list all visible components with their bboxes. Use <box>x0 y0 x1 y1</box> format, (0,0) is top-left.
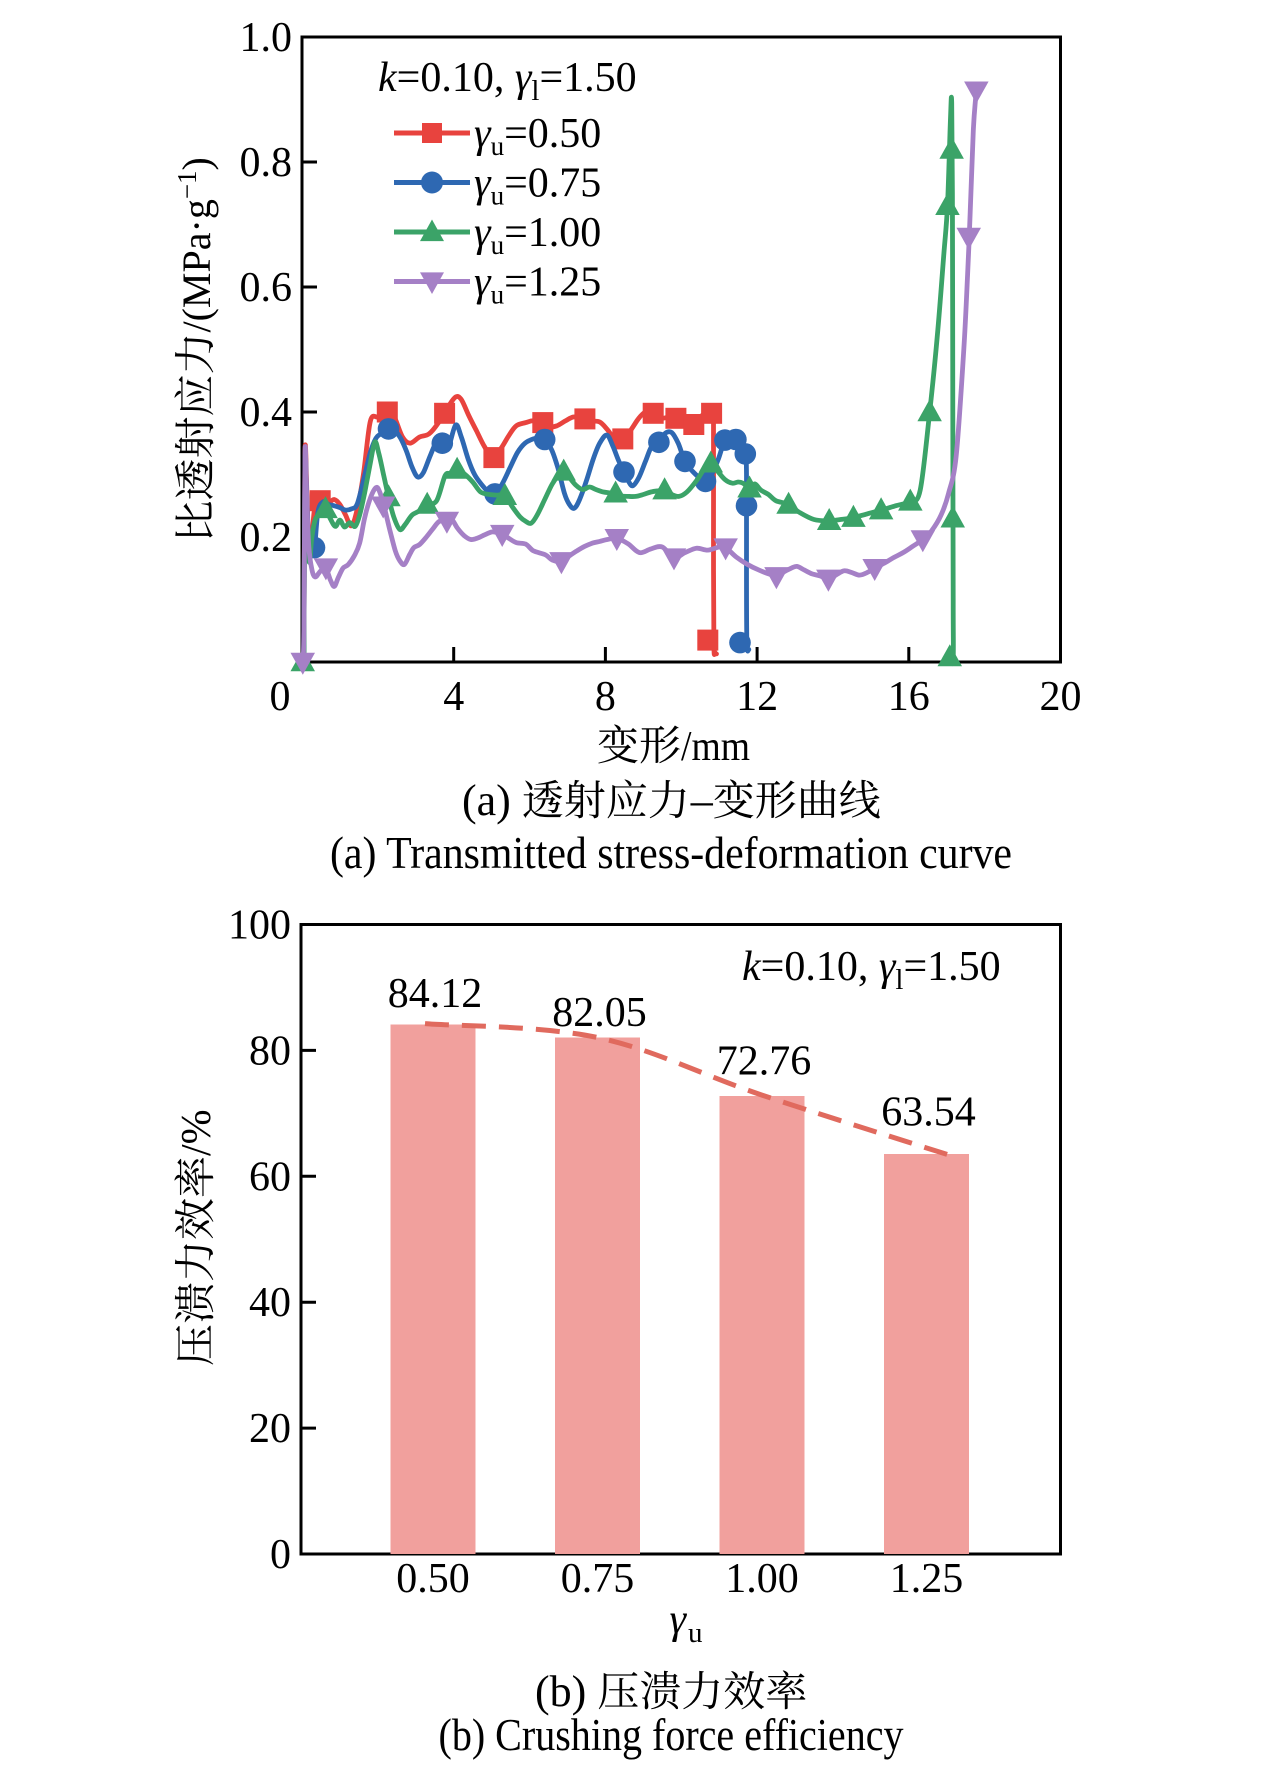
svg-text:1.00: 1.00 <box>725 1556 799 1602</box>
svg-text:k=0.10, γl=1.50: k=0.10, γl=1.50 <box>378 55 637 107</box>
svg-text:0.4: 0.4 <box>240 390 293 436</box>
svg-text:1.0: 1.0 <box>240 15 293 61</box>
svg-text:γ: γ <box>669 1597 687 1643</box>
svg-text:40: 40 <box>249 1280 291 1326</box>
svg-text:(a) Transmitted stress-deforma: (a) Transmitted stress-deformation curve <box>330 827 1012 878</box>
svg-text:84.12: 84.12 <box>388 971 483 1017</box>
svg-text:0.2: 0.2 <box>240 515 293 561</box>
svg-text:72.76: 72.76 <box>717 1039 812 1085</box>
svg-text:0.75: 0.75 <box>561 1556 635 1602</box>
svg-text:u: u <box>688 1617 703 1649</box>
svg-text:8: 8 <box>595 674 616 720</box>
svg-text:82.05: 82.05 <box>552 990 647 1036</box>
svg-text:0.8: 0.8 <box>240 140 293 186</box>
svg-text:/mm: /mm <box>681 724 750 770</box>
svg-text:–: – <box>690 776 714 825</box>
svg-text:20: 20 <box>1040 674 1082 720</box>
svg-text:20: 20 <box>249 1406 291 1452</box>
svg-text:63.54: 63.54 <box>881 1090 976 1136</box>
svg-text:0.6: 0.6 <box>240 265 293 311</box>
svg-text:(a): (a) <box>462 776 511 825</box>
svg-text:1.25: 1.25 <box>890 1556 964 1602</box>
svg-text:60: 60 <box>249 1154 291 1200</box>
svg-text:(b): (b) <box>535 1667 586 1716</box>
svg-text:γu=1.00: γu=1.00 <box>474 210 601 260</box>
svg-text:(b) Crushing force efficiency: (b) Crushing force efficiency <box>439 1710 904 1760</box>
svg-text:γu=0.50: γu=0.50 <box>474 111 601 161</box>
svg-text:12: 12 <box>736 674 778 720</box>
svg-text:16: 16 <box>888 674 930 720</box>
svg-text:100: 100 <box>228 903 291 949</box>
svg-text:4: 4 <box>443 674 464 720</box>
svg-text:0: 0 <box>270 1532 291 1578</box>
svg-text:γu=0.75: γu=0.75 <box>474 161 601 211</box>
svg-text:/%: /% <box>174 1109 220 1156</box>
svg-text:γu=1.25: γu=1.25 <box>474 260 601 310</box>
svg-text:80: 80 <box>249 1028 291 1074</box>
svg-text:0.50: 0.50 <box>396 1556 470 1602</box>
svg-text:0: 0 <box>270 674 291 720</box>
svg-text:k=0.10, γl=1.50: k=0.10, γl=1.50 <box>742 944 1001 996</box>
